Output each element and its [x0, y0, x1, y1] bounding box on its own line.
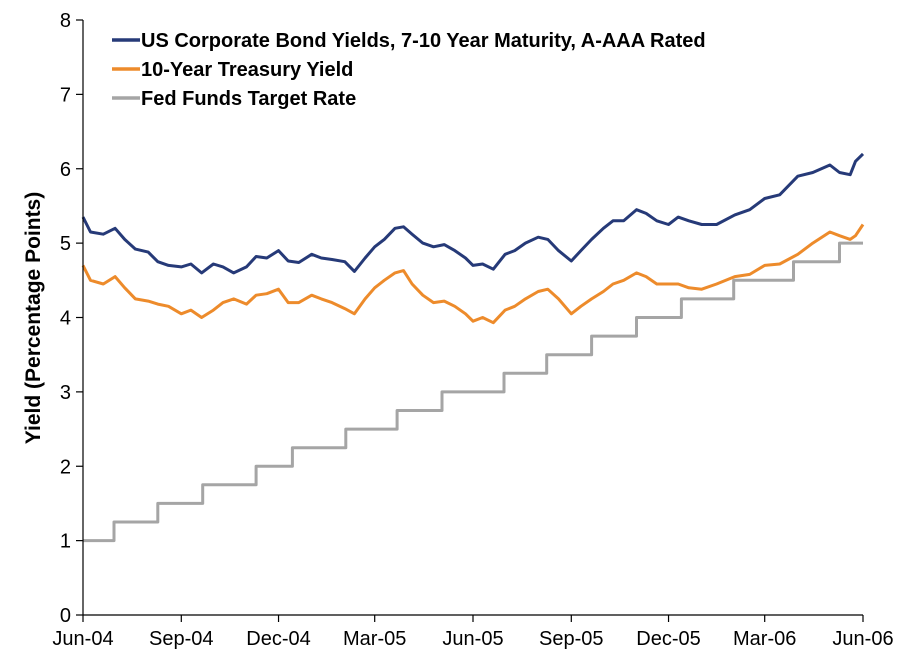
legend-label: 10-Year Treasury Yield	[141, 59, 353, 81]
x-tick-label: Dec-05	[636, 628, 700, 650]
y-tick-label: 8	[60, 10, 71, 32]
series-line-2	[83, 241, 863, 543]
y-tick-label: 1	[60, 531, 71, 553]
ticks: 0 1 2 3 4 5 6 7 8 Jun-04 Sep-04 Dec-04 Mar-05 Jun-05 S…	[52, 10, 893, 650]
x-tick-label: Mar-06	[733, 628, 796, 650]
y-tick-label: 6	[60, 159, 71, 181]
y-axis-title: Yield (Percentage Points)	[22, 192, 45, 444]
series-line-0	[81, 152, 865, 275]
series-line-1	[81, 223, 865, 325]
legend-label: US Corporate Bond Yields, 7-10 Year Matu…	[141, 30, 706, 52]
x-tick-label: Jun-06	[832, 628, 893, 650]
legend: US Corporate Bond Yields, 7-10 Year Matu…	[112, 30, 706, 110]
y-tick-label: 2	[60, 456, 71, 478]
x-tick-label: Mar-05	[343, 628, 406, 650]
series-layer	[81, 152, 865, 543]
x-tick-label: Jun-05	[442, 628, 503, 650]
y-tick-label: 3	[60, 382, 71, 404]
x-tick-label: Sep-05	[539, 628, 604, 650]
y-tick-label: 5	[60, 233, 71, 255]
y-tick-label: 7	[60, 84, 71, 106]
y-tick-label: 4	[60, 308, 71, 330]
x-tick-label: Jun-04	[52, 628, 113, 650]
x-tick-label: Sep-04	[149, 628, 214, 650]
x-tick-label: Dec-04	[246, 628, 310, 650]
legend-label: Fed Funds Target Rate	[141, 88, 356, 110]
y-tick-label: 0	[60, 605, 71, 627]
